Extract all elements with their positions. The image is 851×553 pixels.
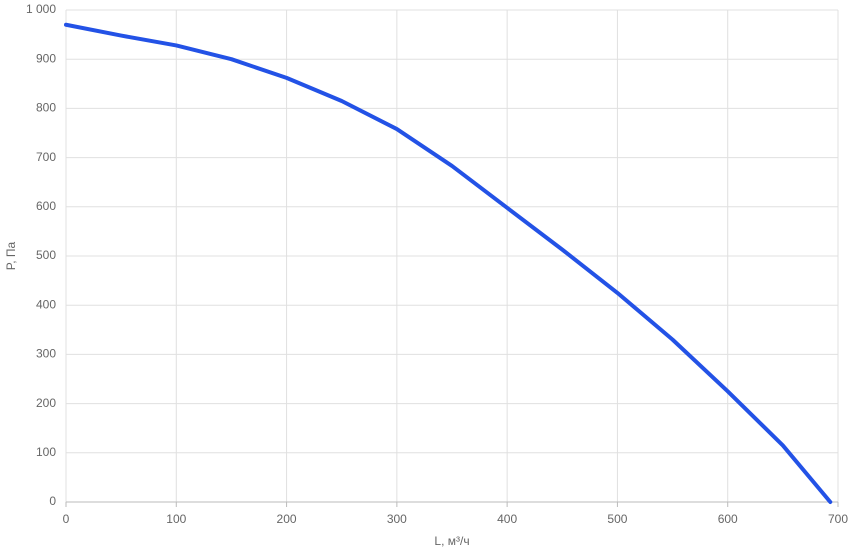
x-axis-label: L, м³/ч	[434, 534, 469, 548]
x-tick-label: 500	[607, 512, 627, 526]
y-tick-label: 0	[49, 494, 56, 508]
y-tick-label: 1 000	[26, 2, 56, 16]
y-tick-label: 300	[36, 347, 56, 361]
data-line	[64, 22, 833, 504]
y-tick-label: 100	[36, 445, 56, 459]
x-tick-label: 300	[387, 512, 407, 526]
y-tick-label: 400	[36, 297, 56, 311]
y-axis-label: P, Па	[4, 241, 18, 270]
x-tick-label: 200	[277, 512, 297, 526]
y-tick-label: 200	[36, 396, 56, 410]
x-tick-label: 600	[718, 512, 738, 526]
y-tick-label: 900	[36, 51, 56, 65]
x-tick-label: 0	[63, 512, 70, 526]
y-tick-label: 500	[36, 248, 56, 262]
y-tick-label: 700	[36, 150, 56, 164]
x-tick-label: 400	[497, 512, 517, 526]
x-tick-label: 100	[166, 512, 186, 526]
y-tick-label: 600	[36, 199, 56, 213]
x-tick-label: 700	[828, 512, 848, 526]
y-tick-label: 800	[36, 101, 56, 115]
